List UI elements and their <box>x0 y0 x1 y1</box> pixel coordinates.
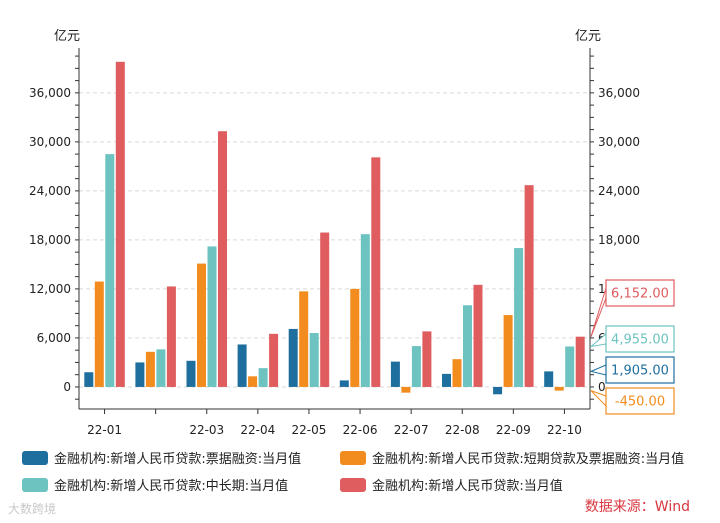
bar <box>339 380 349 387</box>
bar <box>350 288 360 387</box>
y-tick-label-right: 24,000 <box>598 184 640 198</box>
bars-layer <box>84 61 585 395</box>
x-tick-label: 22-08 <box>445 423 480 437</box>
legend-swatch <box>340 477 366 492</box>
bar <box>197 263 206 387</box>
legend-swatch <box>22 450 48 465</box>
y-tick-label-left: 36,000 <box>29 86 71 100</box>
bar <box>186 360 196 387</box>
y-unit-left: 亿元 <box>54 29 80 44</box>
bar <box>371 157 381 387</box>
y-tick-label-left: 18,000 <box>29 233 71 247</box>
bar <box>218 131 227 387</box>
bar <box>145 351 155 387</box>
end-label-box <box>605 387 675 415</box>
x-tick-label: 22-01 <box>87 423 122 437</box>
bar <box>452 359 462 387</box>
x-tick-label: 22-03 <box>189 423 224 437</box>
bar <box>463 305 472 387</box>
end-label-text: 4,955.00 <box>611 333 669 348</box>
bar <box>320 232 330 387</box>
legend-label: 金融机构:新增人民币贷款:票据融资:当月值 <box>54 452 302 467</box>
legend-swatch <box>340 450 366 465</box>
y-tick-label-right: 0 <box>598 380 606 394</box>
y-tick-label-left: 24,000 <box>29 184 71 198</box>
bar <box>207 246 217 387</box>
bar <box>503 315 513 387</box>
bar <box>237 344 247 387</box>
legend-item-short-term[interactable]: 金融机构:新增人民币贷款:短期贷款及票据融资:当月值 <box>340 448 684 467</box>
bar <box>514 248 524 387</box>
bar <box>493 386 503 395</box>
bar <box>84 372 94 387</box>
y-tick-label-left: 6,000 <box>37 331 71 345</box>
end-label-text: -450.00 <box>615 395 665 410</box>
bar <box>422 331 432 387</box>
watermark: 大数跨境 <box>8 502 57 516</box>
grid-layer <box>79 92 590 388</box>
bar <box>299 291 309 387</box>
y-tick-label-right: 18,000 <box>598 233 640 247</box>
x-tick-label: 22-10 <box>547 423 582 437</box>
y-tick-label-right: 30,000 <box>598 135 640 149</box>
end-label-pointer <box>589 364 607 376</box>
y-tick-label-left: 30,000 <box>29 135 71 149</box>
bar <box>554 386 564 391</box>
legend-swatch <box>22 477 48 492</box>
end-label-box <box>605 356 675 384</box>
bar <box>473 284 483 387</box>
legend-item-mid-long-term[interactable]: 金融机构:新增人民币贷款:中长期:当月值 <box>22 475 288 494</box>
x-tick-label: 22-06 <box>343 423 378 437</box>
bar <box>575 336 585 387</box>
end-label-text: 1,905.00 <box>611 364 669 379</box>
legend-item-bill-financing[interactable]: 金融机构:新增人民币贷款:票据融资:当月值 <box>22 448 301 467</box>
legend-label: 金融机构:新增人民币贷款:短期贷款及票据融资:当月值 <box>372 452 685 467</box>
bar <box>360 234 370 387</box>
bar <box>401 386 411 393</box>
bar-chart: 006,0006,00012,00012,00018,00018,00024,0… <box>29 29 675 437</box>
end-label-text: 6,152.00 <box>611 287 669 302</box>
bar <box>105 154 115 387</box>
bar <box>258 368 268 387</box>
legend-item-total-loans[interactable]: 金融机构:新增人民币贷款:当月值 <box>340 475 563 494</box>
y-tick-label-left: 12,000 <box>29 282 71 296</box>
bar <box>390 361 400 387</box>
legend-label: 金融机构:新增人民币贷款:中长期:当月值 <box>54 479 289 494</box>
end-label-box <box>605 325 675 353</box>
y-tick-label-left: 0 <box>63 380 71 394</box>
bar <box>524 185 534 387</box>
legend-label: 金融机构:新增人民币贷款:当月值 <box>372 479 563 494</box>
bar <box>156 349 166 387</box>
x-tick-label: 22-09 <box>496 423 531 437</box>
bar <box>248 376 258 387</box>
bar <box>411 346 421 387</box>
bar <box>115 61 125 387</box>
x-tick-label: 22-05 <box>292 423 327 437</box>
y-tick-label-right: 36,000 <box>598 86 640 100</box>
bar <box>135 362 145 387</box>
x-tick-label: 22-07 <box>394 423 429 437</box>
bar <box>94 281 104 387</box>
bar <box>166 286 176 387</box>
end-label-box <box>605 279 675 307</box>
bar <box>288 328 298 387</box>
bar <box>309 333 319 387</box>
x-tick-label: 22-04 <box>240 423 275 437</box>
y-unit-right: 亿元 <box>575 29 601 44</box>
end-labels-layer: 6,152.00 4,955.00 1,905.00 -450.00 <box>589 279 675 415</box>
data-source: 数据来源：Wind <box>584 499 690 515</box>
bar <box>269 333 279 387</box>
bar <box>565 346 575 387</box>
bar <box>442 373 451 387</box>
bar <box>544 371 554 387</box>
